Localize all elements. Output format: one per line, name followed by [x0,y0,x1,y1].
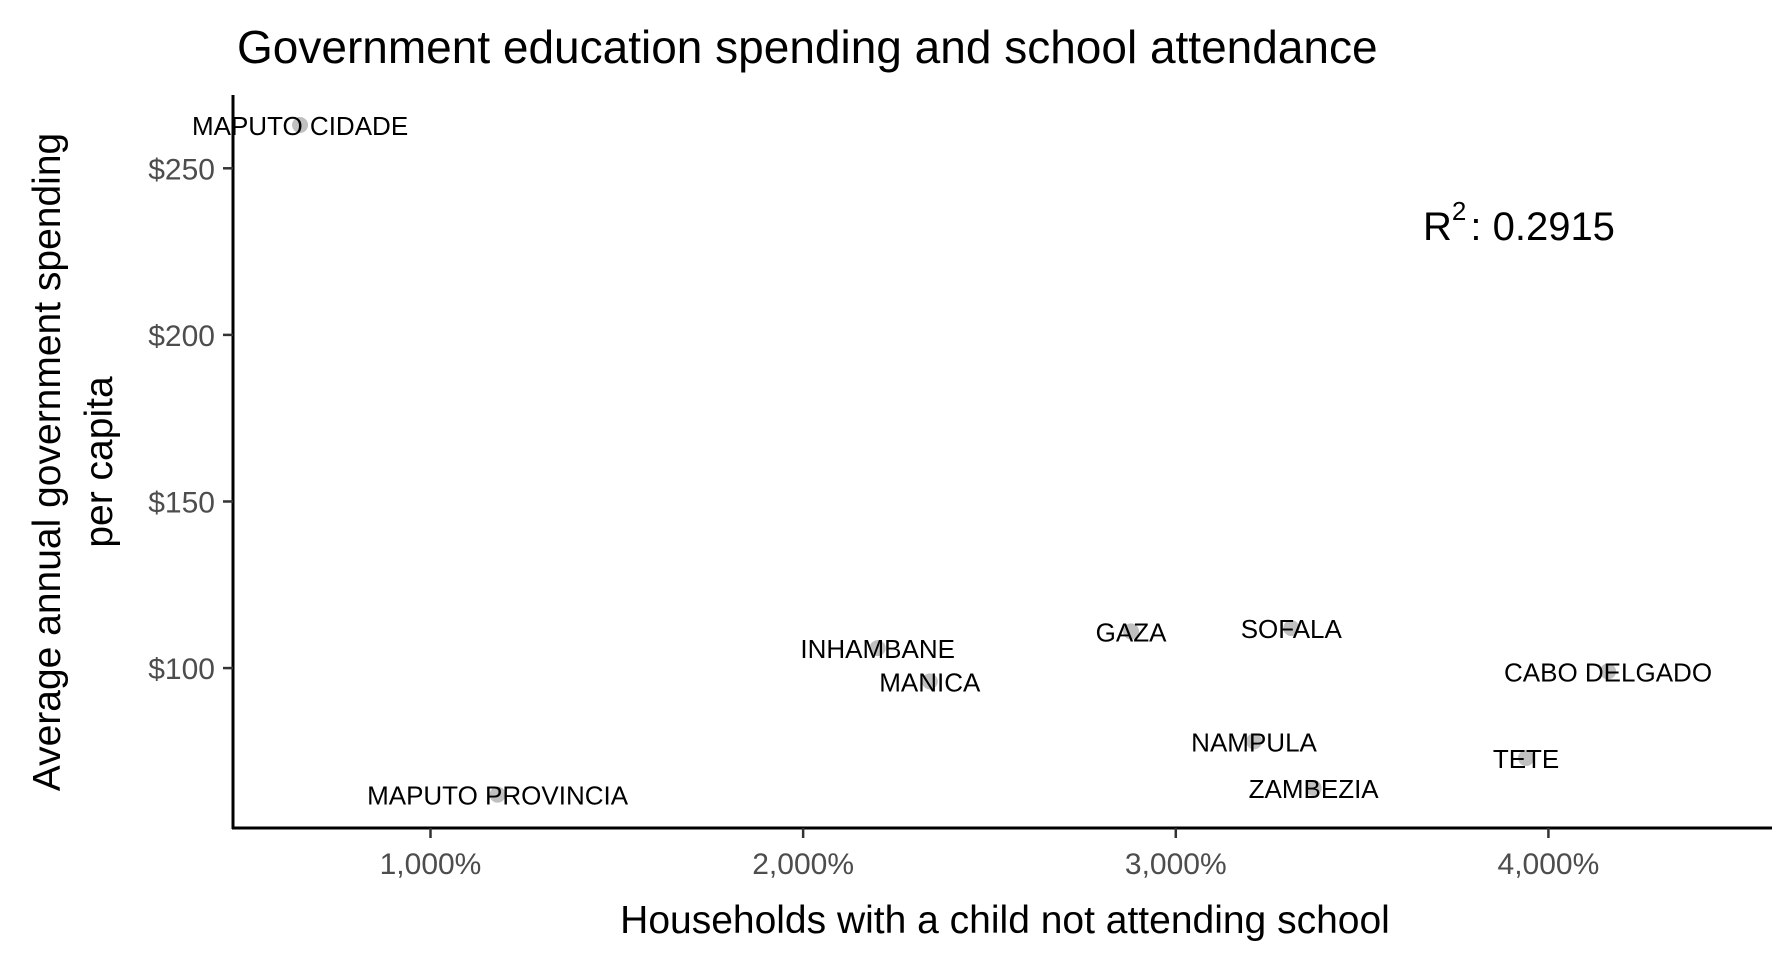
point-label: SOFALA [1241,614,1343,644]
y-axis-title-line-1: Average annual government spending [26,133,69,791]
x-tick-label: 3,000% [1125,848,1227,881]
point-label: ZAMBEZIA [1249,774,1380,804]
r-squared-superscript: 2 [1452,196,1466,226]
point-label: MANICA [879,667,981,697]
data-point [292,116,309,133]
r-squared-value: : 0.2915 [1470,205,1615,249]
y-tick-label: $200 [148,320,215,353]
point-label: GAZA [1096,617,1167,647]
point-label: CABO DELGADO [1504,657,1712,687]
y-tick-label: $150 [148,486,215,519]
data-point [1283,620,1300,637]
data-point [1123,623,1140,640]
data-point [1600,663,1617,680]
points-layer [292,116,1617,803]
data-point [869,640,886,657]
x-tick-label: 1,000% [380,848,482,881]
r-squared-annotation: R2: 0.2915 [1423,196,1615,249]
data-point [1246,733,1263,750]
point-label: NAMPULA [1191,727,1317,757]
x-axis-title: Households with a child not attending sc… [620,899,1390,942]
point-label: MAPUTO PROVINCIA [367,781,629,811]
data-point [921,673,938,690]
point-label: TETE [1493,744,1559,774]
y-tick-label: $100 [148,653,215,686]
chart-title: Government education spending and school… [237,21,1378,73]
point-label: MAPUTO CIDADE [192,111,408,141]
r-squared-prefix: R [1423,205,1452,249]
data-point [1305,780,1322,797]
y-tick-label: $250 [148,153,215,186]
data-point [1518,750,1535,767]
y-axis-title-line-2: per capita [78,376,121,548]
y-axis: $100 $150 $200 $250 [148,95,235,829]
x-tick-label: 4,000% [1498,848,1600,881]
x-tick-label: 2,000% [752,848,854,881]
point-label: INHAMBANE [800,634,955,664]
x-axis: 1,000% 2,000% 3,000% 4,000% [232,826,1772,881]
data-point [489,786,506,803]
point-labels-layer: MAPUTO CIDADE MAPUTO PROVINCIA INHAMBANEMA… [192,111,1712,811]
